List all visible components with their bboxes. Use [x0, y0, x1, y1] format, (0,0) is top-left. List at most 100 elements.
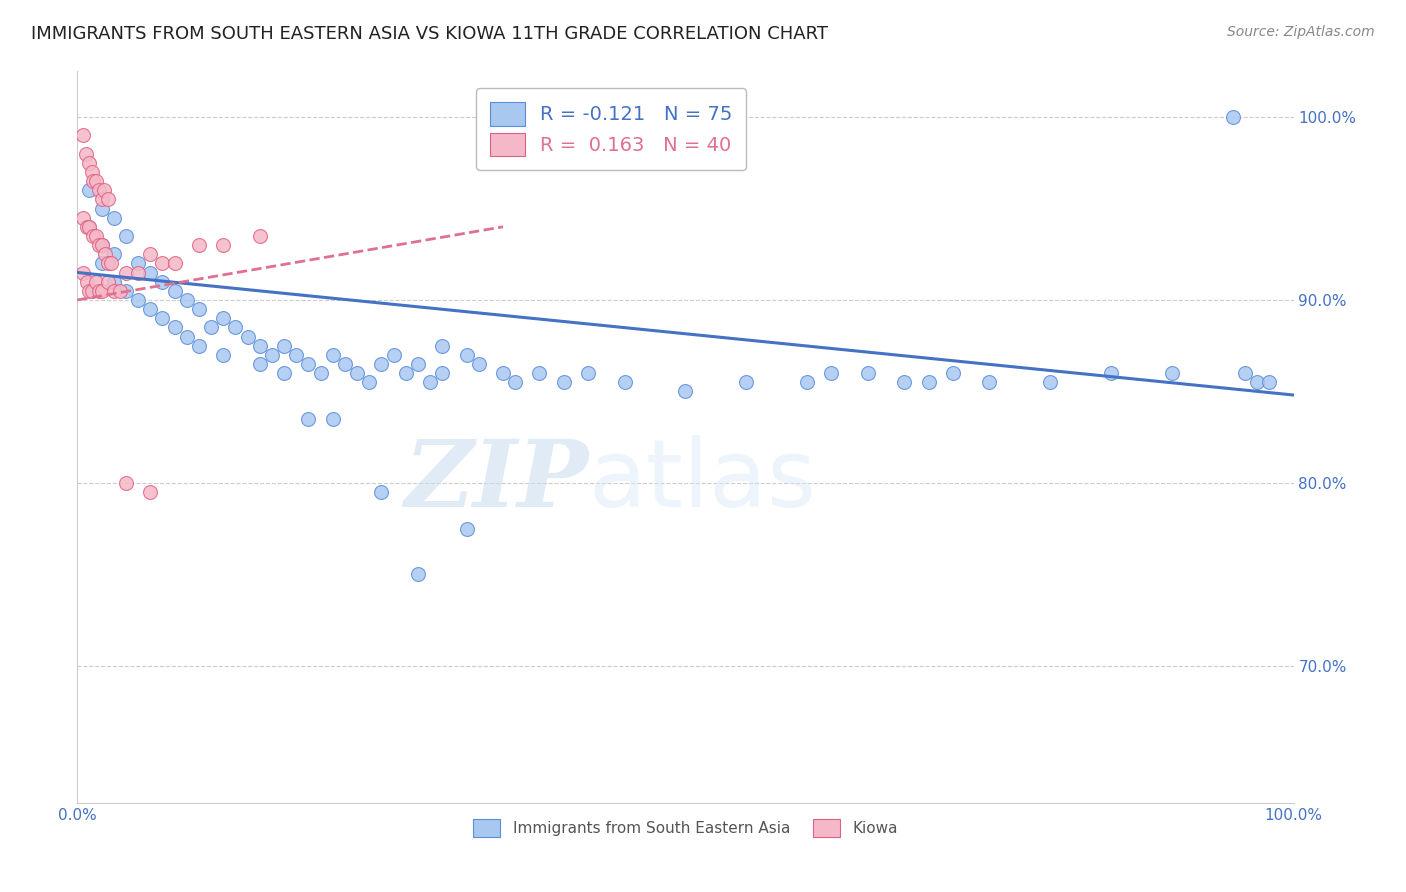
Point	[1246, 375, 1268, 389]
Point	[979, 375, 1001, 389]
Point	[90, 202, 112, 216]
Point	[188, 301, 211, 316]
Point	[796, 375, 818, 389]
Point	[75, 146, 97, 161]
Point	[127, 293, 149, 307]
Point	[127, 265, 149, 279]
Point	[84, 275, 107, 289]
Point	[492, 366, 515, 380]
Point	[103, 275, 125, 289]
Point	[346, 366, 368, 380]
Point	[76, 275, 98, 289]
Point	[333, 357, 356, 371]
Point	[322, 411, 344, 425]
Point	[84, 228, 107, 243]
Point	[735, 375, 758, 389]
Point	[370, 357, 392, 371]
Point	[115, 228, 138, 243]
Text: atlas: atlas	[588, 435, 817, 527]
Point	[553, 375, 575, 389]
Point	[139, 484, 162, 499]
Point	[97, 256, 120, 270]
Point	[224, 320, 246, 334]
Point	[72, 211, 94, 225]
Point	[100, 256, 122, 270]
Point	[82, 174, 104, 188]
Point	[273, 366, 295, 380]
Point	[249, 357, 271, 371]
Text: Source: ZipAtlas.com: Source: ZipAtlas.com	[1227, 25, 1375, 39]
Point	[79, 219, 101, 234]
Point	[84, 174, 107, 188]
Point	[675, 384, 697, 399]
Point	[406, 357, 429, 371]
Point	[309, 366, 332, 380]
Point	[918, 375, 941, 389]
Point	[163, 284, 186, 298]
Point	[139, 247, 162, 261]
Point	[163, 256, 186, 270]
Point	[820, 366, 842, 380]
Point	[370, 484, 392, 499]
Point	[503, 375, 526, 389]
Point	[467, 357, 489, 371]
Point	[1258, 375, 1281, 389]
Point	[80, 165, 103, 179]
Point	[359, 375, 381, 389]
Point	[188, 238, 211, 252]
Point	[79, 219, 101, 234]
Point	[176, 329, 198, 343]
Point	[108, 284, 131, 298]
Point	[430, 366, 453, 380]
Point	[97, 192, 120, 206]
Point	[297, 411, 319, 425]
Point	[249, 338, 271, 352]
Text: IMMIGRANTS FROM SOUTH EASTERN ASIA VS KIOWA 11TH GRADE CORRELATION CHART: IMMIGRANTS FROM SOUTH EASTERN ASIA VS KI…	[31, 25, 828, 43]
Text: ZIP: ZIP	[404, 436, 588, 526]
Legend: Immigrants from South Eastern Asia, Kiowa: Immigrants from South Eastern Asia, Kiow…	[464, 809, 907, 847]
Point	[90, 238, 112, 252]
Point	[236, 329, 259, 343]
Point	[322, 348, 344, 362]
Point	[249, 228, 271, 243]
Point	[382, 348, 405, 362]
Point	[212, 348, 235, 362]
Point	[529, 366, 551, 380]
Point	[152, 256, 174, 270]
Point	[139, 301, 162, 316]
Point	[115, 475, 138, 490]
Point	[1233, 366, 1256, 380]
Point	[163, 320, 186, 334]
Point	[212, 238, 235, 252]
Point	[176, 293, 198, 307]
Point	[89, 238, 111, 252]
Point	[139, 265, 162, 279]
Point	[1161, 366, 1184, 380]
Point	[103, 284, 125, 298]
Point	[72, 128, 94, 143]
Point	[942, 366, 965, 380]
Point	[89, 284, 111, 298]
Point	[430, 338, 453, 352]
Point	[76, 219, 98, 234]
Point	[90, 192, 112, 206]
Point	[1039, 375, 1062, 389]
Point	[456, 521, 478, 535]
Point	[103, 211, 125, 225]
Point	[79, 284, 101, 298]
Point	[79, 155, 101, 169]
Point	[72, 265, 94, 279]
Point	[115, 265, 138, 279]
Point	[406, 567, 429, 582]
Point	[456, 348, 478, 362]
Point	[200, 320, 222, 334]
Point	[212, 311, 235, 326]
Point	[115, 284, 138, 298]
Point	[260, 348, 283, 362]
Point	[395, 366, 418, 380]
Point	[273, 338, 295, 352]
Point	[419, 375, 441, 389]
Point	[152, 275, 174, 289]
Point	[90, 284, 112, 298]
Point	[285, 348, 308, 362]
